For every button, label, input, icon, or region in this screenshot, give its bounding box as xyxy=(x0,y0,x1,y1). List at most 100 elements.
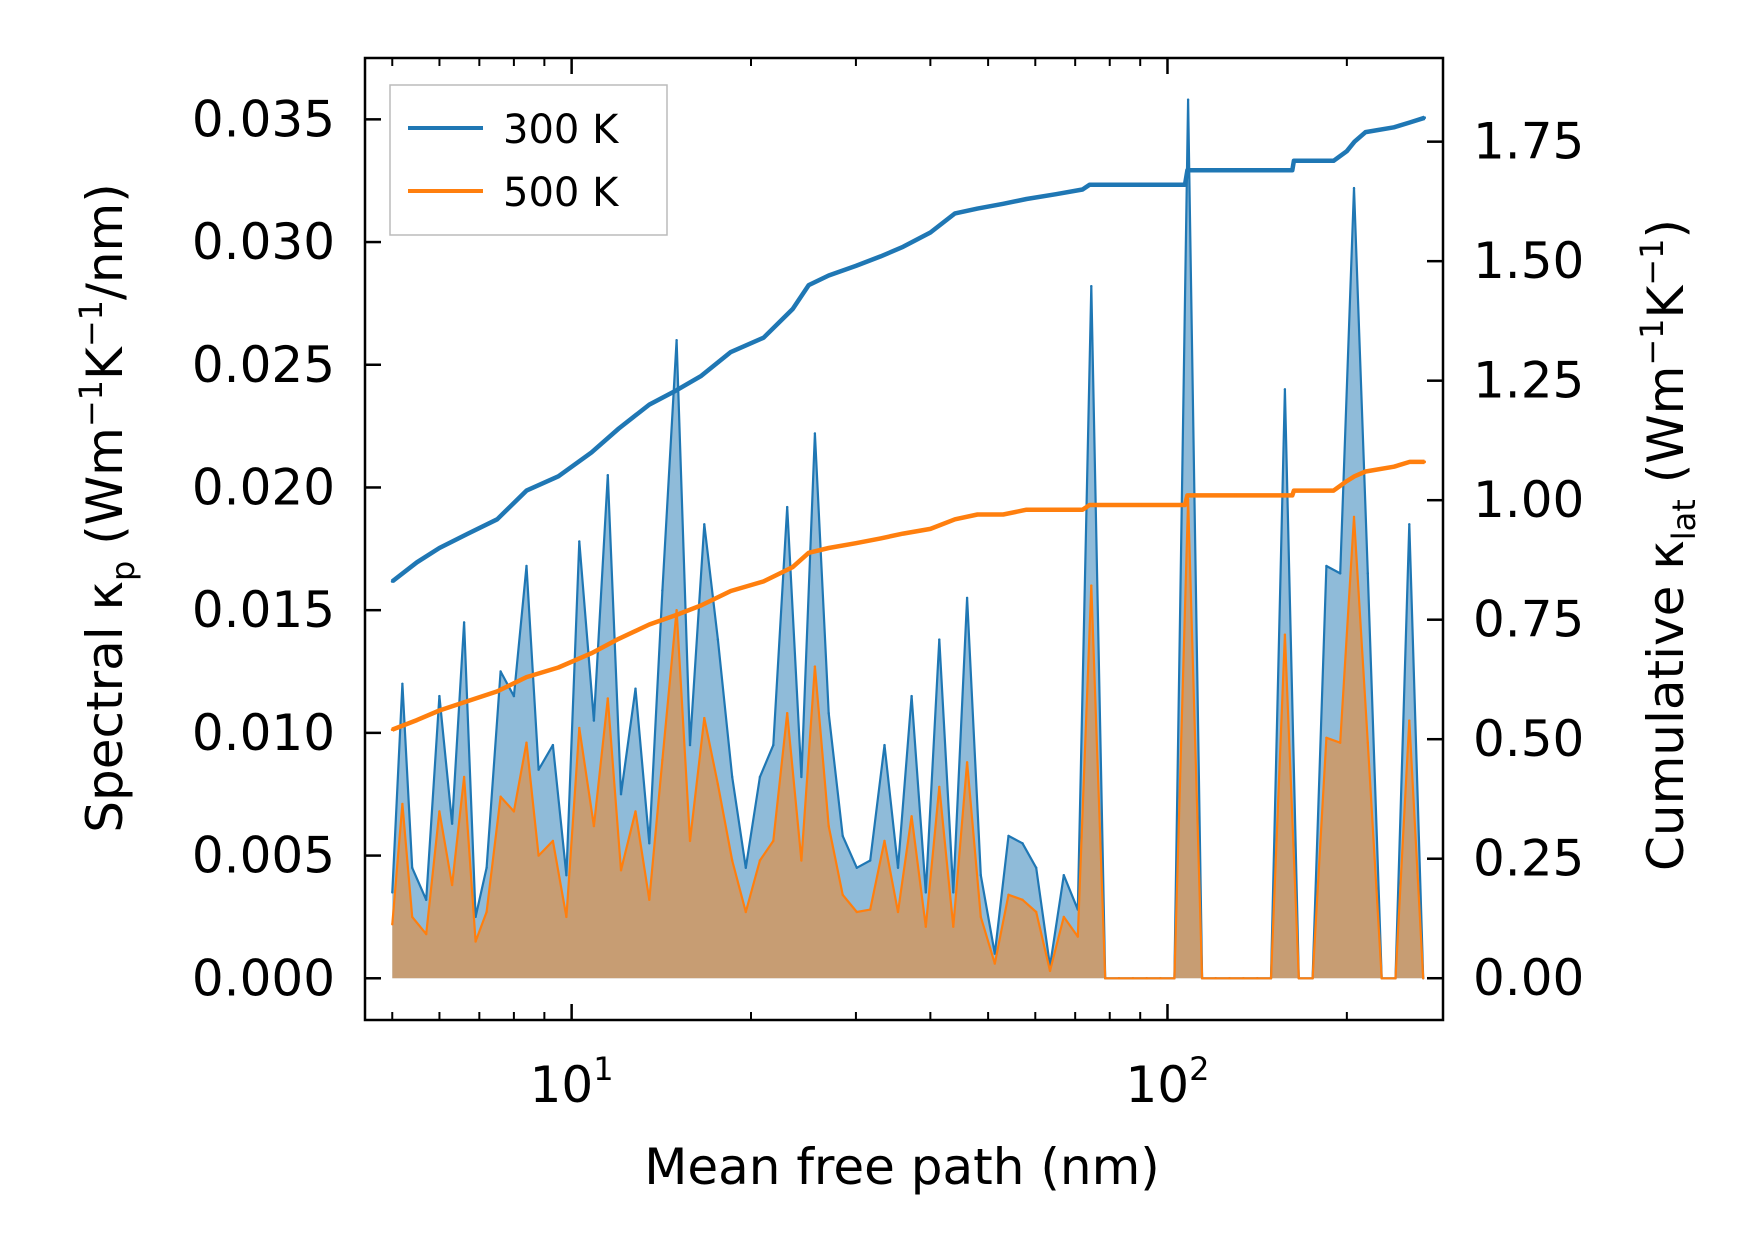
axis-labels: Mean free path (nm) Spectral κp (Wm−1K−1… xyxy=(72,183,1703,1196)
500-k-spectral-point xyxy=(474,940,477,943)
left-y-tick-label: 0.035 xyxy=(192,90,335,148)
legend-label-300k: 300 K xyxy=(503,107,620,153)
500-k-spectral-point xyxy=(1366,741,1370,744)
300-k-spectral-point xyxy=(551,743,555,747)
500-k-spectral-point xyxy=(401,802,404,806)
cumulative-500-k-point xyxy=(1392,465,1396,469)
500-k-spectral-point xyxy=(462,775,466,779)
cumulative-500-k-point xyxy=(1138,503,1142,507)
cumulative-300-k-point xyxy=(525,489,528,493)
cumulative-300-k-point xyxy=(699,374,703,378)
300-k-spectral-point xyxy=(1352,186,1356,190)
500-k-spectral-point xyxy=(800,859,803,862)
500-k-spectral-point xyxy=(716,783,720,786)
cumulative-500-k-point xyxy=(729,589,733,593)
cumulative-500-k-point xyxy=(1292,489,1296,493)
500-k-spectral-point xyxy=(772,839,775,843)
500-k-spectral-point xyxy=(1145,977,1148,980)
axis-ticks: 0.000 0.005 0.010 0.015 0.020 0.025 0.030 0.035… xyxy=(192,58,1584,1114)
cumulative-500-k-point xyxy=(1364,470,1368,473)
cumulative-500-k-point xyxy=(647,623,651,626)
300-k-spectral-point xyxy=(1408,523,1411,526)
500-k-spectral-point xyxy=(1159,977,1162,980)
cumulative-300-k-point xyxy=(466,532,470,536)
500-k-spectral-point xyxy=(619,869,623,872)
cumulative-500-k-point xyxy=(1290,493,1294,497)
cumulative-500-k-point xyxy=(953,517,957,521)
500-k-spectral-point xyxy=(1062,915,1066,919)
300-k-spectral-point xyxy=(1339,572,1342,575)
cumulative-500-k-point xyxy=(1332,489,1336,493)
500-k-spectral-point xyxy=(1394,977,1397,980)
500-k-spectral-point xyxy=(1256,977,1259,980)
cumulative-300-k-point xyxy=(1392,125,1396,129)
cumulative-500-k-point xyxy=(762,579,766,583)
500-k-spectral-point xyxy=(1283,633,1287,636)
500-k-spectral-point xyxy=(411,915,414,919)
300-k-spectral-point xyxy=(1090,285,1093,288)
cumulative-500-k-point xyxy=(1423,460,1426,464)
300-k-spectral-point xyxy=(841,834,844,838)
300-k-spectral-point xyxy=(391,891,394,894)
left-y-axis-label: Spectral κp (Wm−1K−1/nm) xyxy=(72,183,142,833)
cumulative-300-k-point xyxy=(647,403,651,407)
300-k-spectral-point xyxy=(786,505,789,509)
300-k-spectral-point xyxy=(924,891,927,894)
cumulative-500-k-point xyxy=(675,613,679,617)
cumulative-500-k-point xyxy=(390,728,394,732)
300-k-spectral-point xyxy=(499,670,502,673)
cumulative-500-k-point xyxy=(827,546,831,550)
cumulative-300-k-point xyxy=(1345,149,1349,153)
cumulative-300-k-point xyxy=(556,474,560,478)
500-k-spectral-point xyxy=(606,697,609,700)
300-k-spectral-point xyxy=(979,874,982,877)
cumulative-300-k-point xyxy=(1233,168,1237,172)
legend-label-500k: 500 K xyxy=(503,170,620,216)
right-y-tick-label: 1.00 xyxy=(1473,471,1584,529)
cumulative-500-k-point xyxy=(1081,508,1084,512)
300-k-spectral-point xyxy=(462,621,466,624)
500-k-spectral-point xyxy=(438,810,441,813)
300-k-spectral-point xyxy=(703,523,706,526)
500-k-spectral-point xyxy=(744,910,747,914)
500-k-spectral-point xyxy=(703,716,706,720)
500-k-spectral-point xyxy=(1090,584,1093,587)
500-k-spectral-point xyxy=(1228,977,1231,980)
500-k-spectral-point xyxy=(1311,977,1314,980)
500-k-spectral-point xyxy=(1352,515,1356,519)
500-k-spectral-point xyxy=(1021,898,1024,901)
500-k-spectral-point xyxy=(938,785,941,789)
cumulative-300-k-point xyxy=(1408,121,1412,124)
cumulative-500-k-point xyxy=(699,603,703,607)
500-k-spectral-point xyxy=(661,758,664,762)
300-k-spectral-point xyxy=(425,898,428,901)
cumulative-500-k-line xyxy=(391,459,1425,732)
300-k-spectral-point xyxy=(450,822,454,825)
left-y-tick-label: 0.000 xyxy=(192,949,335,1007)
300-k-spectral-point xyxy=(1021,842,1024,845)
500-k-spectral-point xyxy=(1173,977,1176,980)
cumulative-500-k-point xyxy=(1088,503,1092,507)
300-k-spectral-point xyxy=(744,866,747,869)
500-k-spectral-point xyxy=(786,712,789,715)
300-k-spectral-point xyxy=(1062,874,1066,877)
500-k-spectral-point xyxy=(499,795,502,798)
axes-frame xyxy=(363,56,1445,1022)
cumulative-300-k-point xyxy=(1183,183,1187,187)
cumulative-500-k-point xyxy=(976,513,979,516)
cumulative-300-k-point xyxy=(762,336,766,340)
500-k-spectral-point xyxy=(1035,910,1038,914)
500-k-spectral-point xyxy=(450,883,454,887)
500-k-spectral-point xyxy=(869,908,872,911)
cumulative-300-k-point xyxy=(953,211,957,215)
500-k-spectral-point xyxy=(1131,977,1135,980)
300-k-spectral-point xyxy=(401,682,404,685)
500-k-spectral-point xyxy=(578,726,581,730)
cumulative-300-k-point xyxy=(1185,168,1189,172)
cumulative-300-k-point xyxy=(807,283,811,287)
left-y-tick-label: 0.005 xyxy=(192,827,335,885)
cumulative-300-k-point xyxy=(1054,192,1058,196)
300-k-spectral-point xyxy=(855,866,858,869)
300-k-spectral-point xyxy=(758,775,762,779)
